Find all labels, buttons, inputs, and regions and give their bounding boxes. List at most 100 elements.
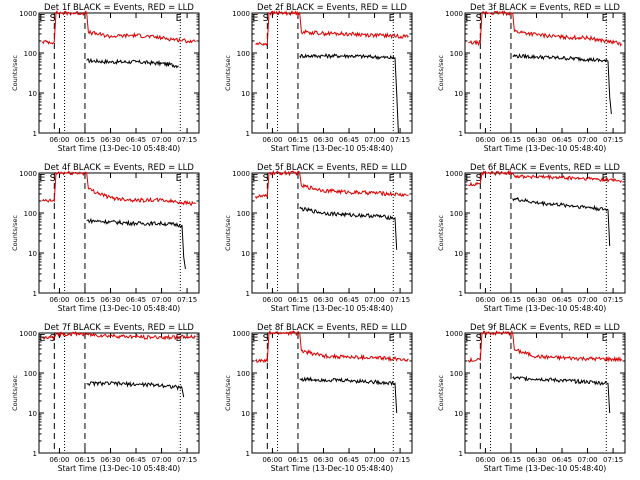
chart-panel: Det 2f BLACK = Events, RED = LLD 1 10 100 10… (224, 3, 413, 153)
x-tick-label: 07:00 (577, 296, 597, 304)
y-tick-label: 10 (241, 90, 250, 98)
x-tick-label: 06:15 (75, 296, 95, 304)
x-tick-label: 06:30 (100, 136, 120, 144)
chart-panel: Det 4f BLACK = Events, RED = LLD 1 10 100 10… (11, 163, 200, 313)
marker-letter: S (476, 13, 482, 24)
chart-title: Det 8f BLACK = Events, RED = LLD (257, 323, 407, 333)
marker-letter: S (50, 333, 56, 344)
marker-letter: E (602, 173, 608, 184)
x-tick-label: 06:15 (288, 456, 308, 464)
marker-letter: S (50, 173, 56, 184)
marker-letter: E (465, 173, 471, 184)
y-axis-label: Counts/sec (437, 215, 445, 251)
x-axis-label: Start Time (13-Dec-10 05:48:40) (271, 304, 393, 313)
lld-series-line (255, 10, 409, 46)
x-tick-label: 07:00 (577, 136, 597, 144)
marker-letter: E (39, 13, 45, 24)
y-tick-label: 10 (28, 90, 37, 98)
x-axis-label: Start Time (13-Dec-10 05:48:40) (58, 144, 180, 153)
y-tick-label: 1 (33, 290, 37, 298)
chart-panel: Det 3f BLACK = Events, RED = LLD 1 10 100 10… (437, 3, 626, 153)
x-tick-label: 06:30 (526, 136, 546, 144)
x-tick-label: 06:30 (313, 456, 333, 464)
x-tick-label: 07:00 (577, 456, 597, 464)
plot-frame (464, 332, 626, 454)
marker-letter: S (263, 13, 269, 24)
y-tick-label: 10 (28, 250, 37, 258)
marker-letter: E (389, 333, 395, 344)
y-tick-label: 1 (33, 130, 37, 138)
y-tick-label: 100 (450, 210, 463, 218)
events-series-line (299, 376, 398, 414)
marker-letter: E (252, 13, 258, 24)
marker-letter: E (465, 333, 471, 344)
plot-frame (464, 172, 626, 294)
marker-letter: E (176, 13, 182, 24)
y-tick-label: 1 (459, 450, 463, 458)
x-tick-label: 06:00 (49, 136, 69, 144)
events-series-line (512, 375, 611, 414)
y-tick-label: 1000 (19, 330, 37, 338)
x-tick-label: 07:15 (603, 456, 623, 464)
x-tick-label: 07:15 (390, 296, 410, 304)
x-tick-label: 07:15 (603, 296, 623, 304)
y-axis-label: Counts/sec (224, 55, 232, 91)
chart-panel: Det 9f BLACK = Events, RED = LLD 1 10 100 10… (437, 323, 626, 473)
x-tick-label: 06:45 (126, 296, 146, 304)
y-tick-label: 1000 (232, 170, 250, 178)
chart-panel: Det 1f BLACK = Events, RED = LLD 1 10 100 10… (11, 3, 200, 153)
x-tick-label: 07:00 (151, 456, 171, 464)
x-tick-label: 07:15 (177, 136, 197, 144)
marker-letter: S (263, 173, 269, 184)
y-tick-label: 10 (28, 410, 37, 418)
x-tick-label: 06:30 (100, 296, 120, 304)
lld-series-line (467, 330, 623, 363)
y-tick-label: 1 (246, 130, 250, 138)
chart-title: Det 9f BLACK = Events, RED = LLD (470, 323, 620, 333)
chart-title: Det 1f BLACK = Events, RED = LLD (44, 3, 194, 13)
y-tick-label: 1 (33, 450, 37, 458)
x-tick-label: 07:00 (151, 296, 171, 304)
chart-title: Det 7f BLACK = Events, RED = LLD (44, 323, 194, 333)
x-tick-label: 07:15 (177, 456, 197, 464)
plot-frame (38, 332, 200, 454)
marker-letter: E (389, 13, 395, 24)
x-tick-label: 06:30 (100, 456, 120, 464)
y-axis-label: Counts/sec (224, 215, 232, 251)
marker-letter: S (50, 13, 56, 24)
chart-title: Det 2f BLACK = Events, RED = LLD (257, 3, 407, 13)
y-tick-label: 100 (237, 370, 250, 378)
lld-series-line (41, 10, 196, 45)
plot-frame (251, 332, 413, 454)
lld-series-line (42, 330, 196, 341)
x-tick-label: 06:30 (526, 456, 546, 464)
y-tick-label: 1000 (19, 10, 37, 18)
y-axis-label: Counts/sec (11, 215, 19, 251)
x-axis-label: Start Time (13-Dec-10 05:48:40) (271, 464, 393, 473)
x-tick-label: 06:45 (339, 136, 359, 144)
x-axis-label: Start Time (13-Dec-10 05:48:40) (484, 464, 606, 473)
plot-frame (38, 172, 200, 294)
x-tick-label: 06:45 (126, 456, 146, 464)
events-series-line (512, 53, 612, 114)
x-axis-label: Start Time (13-Dec-10 05:48:40) (484, 304, 606, 313)
x-tick-label: 06:00 (262, 296, 282, 304)
y-tick-label: 1000 (445, 170, 463, 178)
y-axis-label: Counts/sec (11, 55, 19, 91)
y-tick-label: 100 (237, 50, 250, 58)
x-tick-label: 06:00 (475, 456, 495, 464)
chart-title: Det 4f BLACK = Events, RED = LLD (44, 163, 194, 173)
y-axis-label: Counts/sec (437, 375, 445, 411)
events-series-line (299, 52, 399, 134)
y-tick-label: 1000 (445, 10, 463, 18)
y-tick-label: 1 (246, 450, 250, 458)
x-tick-label: 06:45 (339, 296, 359, 304)
y-axis-label: Counts/sec (11, 375, 19, 411)
x-tick-label: 06:15 (501, 296, 521, 304)
x-tick-label: 07:00 (151, 136, 171, 144)
events-series-line (86, 57, 179, 69)
marker-letter: E (602, 333, 608, 344)
x-tick-label: 07:15 (390, 456, 410, 464)
lld-series-line (255, 329, 409, 364)
events-series-line (512, 196, 611, 247)
